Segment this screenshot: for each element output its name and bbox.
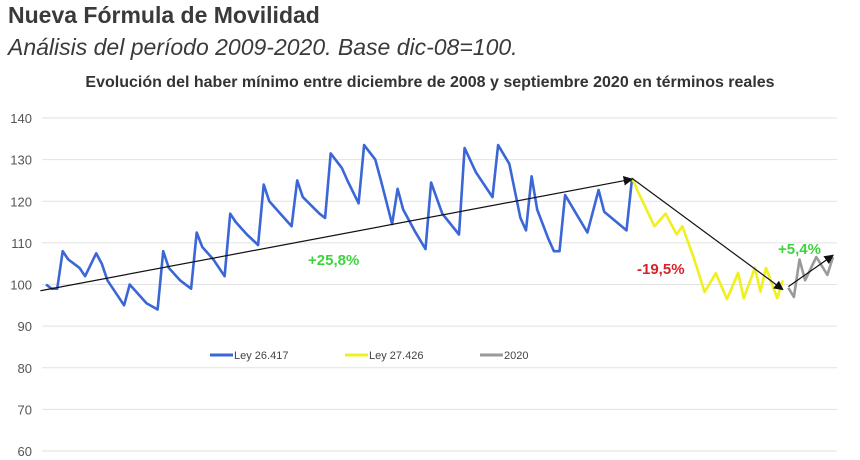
y-tick-label: 60 <box>18 444 32 459</box>
trend-arrow-1 <box>40 176 634 292</box>
y-tick-label: 120 <box>10 194 32 209</box>
series-line-2020 <box>787 255 835 299</box>
legend: Ley 26.417 Ley 27.426 2020 <box>210 350 528 362</box>
y-tick-label: 110 <box>11 236 32 251</box>
series-line-ley-27-426 <box>630 177 785 301</box>
trend-arrow-2 <box>631 177 784 291</box>
annotation-increase-2020: +5,4% <box>778 241 821 258</box>
y-tick-label: 90 <box>18 319 32 334</box>
legend-label-ley-26417: Ley 26.417 <box>234 350 288 362</box>
y-tick-label: 140 <box>10 111 32 126</box>
page-title: Nueva Fórmula de Movilidad <box>8 2 320 28</box>
chart-title: Evolución del haber mínimo entre diciemb… <box>85 74 775 91</box>
y-tick-label: 70 <box>18 402 32 417</box>
y-tick-label: 80 <box>18 361 32 376</box>
trend-arrow-3 <box>788 254 834 288</box>
series-line-ley-26-417 <box>45 143 634 311</box>
legend-label-ley-27426: Ley 27.426 <box>369 350 423 362</box>
annotation-decrease-2017-2019: -19,5% <box>637 261 685 278</box>
legend-label-2020: 2020 <box>504 350 528 362</box>
y-tick-label: 100 <box>10 278 32 293</box>
annotation-increase-2009-2017: +25,8% <box>308 252 359 269</box>
y-tick-label: 130 <box>10 153 32 168</box>
page-subtitle: Análisis del período 2009-2020. Base dic… <box>8 34 518 60</box>
